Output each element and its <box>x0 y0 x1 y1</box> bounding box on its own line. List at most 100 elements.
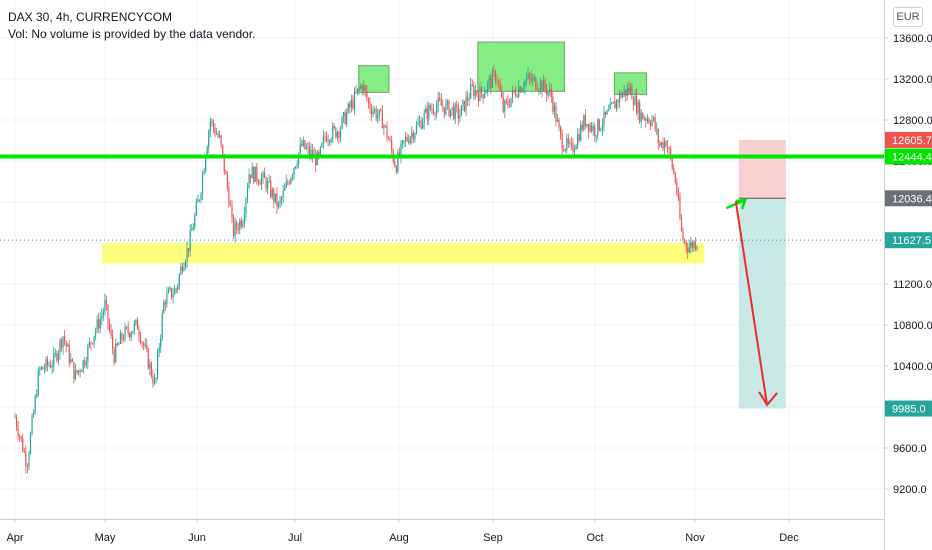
candle-body <box>96 319 98 331</box>
candle-body <box>572 143 574 152</box>
resistance-price-label: 12444.4 <box>892 151 932 163</box>
price-axis[interactable]: 13600.013200.012800.012400.012000.011600… <box>884 0 932 550</box>
candle-body <box>657 129 659 143</box>
down-arrow-head <box>758 391 778 407</box>
candle-body <box>91 343 94 345</box>
candle-body <box>521 89 523 93</box>
candle-body <box>615 100 617 109</box>
candle-body <box>646 119 648 121</box>
candle-body <box>544 80 546 89</box>
candle-body <box>555 105 557 122</box>
candle-body <box>279 199 281 203</box>
currency-button[interactable]: EUR <box>893 7 923 27</box>
candle-body <box>316 151 318 166</box>
candle-body <box>293 168 295 175</box>
candle-body <box>336 132 338 138</box>
candle-body <box>152 376 154 384</box>
up-arrow-head <box>735 198 747 210</box>
candle-body <box>443 107 445 115</box>
candle-body <box>201 174 204 194</box>
candle-body <box>456 104 458 107</box>
candle-body <box>522 87 524 90</box>
candle-body <box>465 96 467 112</box>
candle-body <box>665 141 667 147</box>
candle-body <box>628 87 630 93</box>
candle-body <box>296 164 298 167</box>
candle-body <box>595 135 597 137</box>
candle-body <box>239 220 241 230</box>
candle-body <box>237 228 239 230</box>
candle-body <box>211 120 213 122</box>
candle-body <box>184 261 187 268</box>
candle-body <box>473 85 475 97</box>
candle-body <box>369 102 371 110</box>
candle-body <box>685 240 687 248</box>
last-price-label: 11627.5 <box>892 235 931 247</box>
candle-body <box>329 140 331 142</box>
candle-body <box>597 119 599 136</box>
candle-body <box>318 151 320 156</box>
candle-body <box>146 344 148 350</box>
candle-body <box>341 117 343 129</box>
candle-body <box>415 124 418 134</box>
candle-body <box>511 90 514 99</box>
x-tick-label: Jul <box>288 532 302 544</box>
candle-body <box>612 101 614 104</box>
candle-body <box>519 86 521 93</box>
candle-body <box>623 89 625 94</box>
candle-body <box>422 122 424 129</box>
candle-body <box>696 246 698 249</box>
entry-price-label-bg <box>885 190 932 207</box>
target-price-label-bg <box>885 400 932 417</box>
candle-body <box>530 77 532 82</box>
candle-body <box>575 146 577 150</box>
candle-body <box>446 100 449 104</box>
time-axis[interactable]: Apr May Jun Jul Aug Sep Oct Nov Dec <box>0 519 884 544</box>
candle-body <box>375 109 377 119</box>
candle-body <box>132 331 134 334</box>
y-tick-label: 11200.0 <box>893 279 932 291</box>
candle-body <box>67 344 69 347</box>
candle-body <box>527 73 529 79</box>
candle-body <box>347 103 349 113</box>
candle-body <box>691 242 693 249</box>
candle-body <box>219 135 221 137</box>
candle-body <box>563 149 565 151</box>
candle-body <box>333 125 335 128</box>
candle-body <box>437 97 439 107</box>
candle-body <box>107 304 109 323</box>
candle-body <box>622 93 624 98</box>
y-tick-label: 12800.0 <box>893 115 932 127</box>
candle-body <box>418 120 421 123</box>
candle-body <box>335 127 337 138</box>
candle-body <box>200 193 202 200</box>
candle-body <box>494 71 497 81</box>
candle-body <box>346 112 348 125</box>
candle-body <box>136 319 139 330</box>
candle-body <box>259 183 261 185</box>
candle-body <box>378 109 380 116</box>
candle-body <box>513 90 515 92</box>
candle-body <box>629 86 631 93</box>
candle-body <box>68 344 70 363</box>
candle-body <box>516 96 518 98</box>
candle-body <box>54 353 56 354</box>
candle-body <box>271 189 273 197</box>
candle-body <box>679 197 681 218</box>
x-tick-label: Oct <box>586 532 603 544</box>
symbol-title[interactable]: DAX 30, 4h, CURRENCYCOM <box>8 10 173 24</box>
candle-body <box>356 88 359 93</box>
candle-body <box>381 110 383 129</box>
candle-body <box>468 98 470 101</box>
volume-note: Vol: No volume is provided by the data v… <box>8 27 256 41</box>
candle-body <box>133 323 135 332</box>
candle-body <box>635 95 638 114</box>
candle-body <box>508 104 511 107</box>
candle-body <box>129 332 131 338</box>
candle-body <box>189 230 191 252</box>
candle-body <box>170 288 173 298</box>
candle-body <box>248 174 250 188</box>
candle-body <box>482 94 484 98</box>
candle-body <box>662 142 664 149</box>
